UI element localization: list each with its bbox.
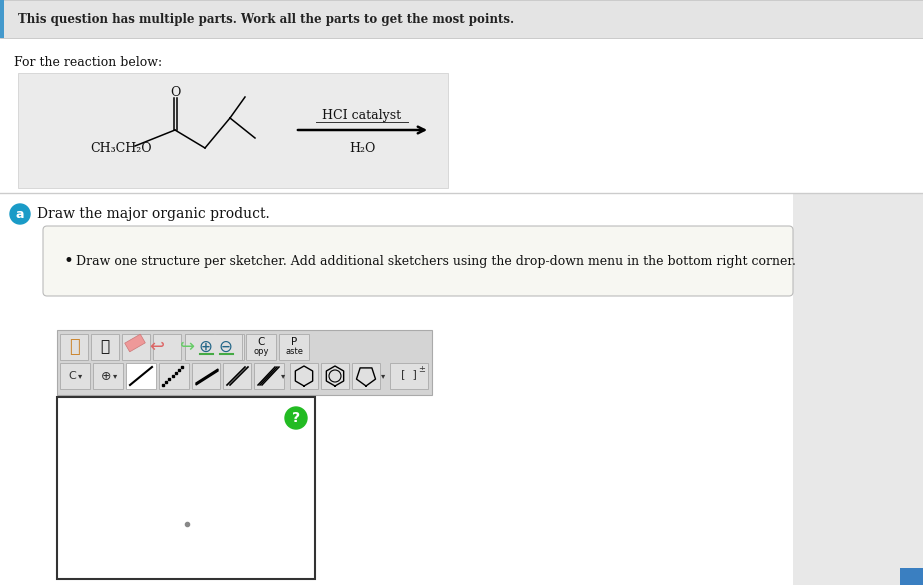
Bar bbox=[60, 363, 90, 389]
Bar bbox=[185, 334, 242, 360]
Text: aste: aste bbox=[285, 347, 303, 356]
Text: P: P bbox=[291, 337, 297, 347]
Bar bbox=[352, 363, 380, 389]
Polygon shape bbox=[196, 369, 218, 385]
Text: ?: ? bbox=[292, 411, 300, 425]
Text: ↪: ↪ bbox=[180, 338, 196, 356]
Bar bbox=[216, 334, 244, 360]
Text: Draw the major organic product.: Draw the major organic product. bbox=[37, 207, 270, 221]
Text: •: • bbox=[64, 252, 74, 270]
Text: For the reaction below:: For the reaction below: bbox=[14, 56, 162, 68]
Text: ✋: ✋ bbox=[68, 338, 79, 356]
Text: ▾: ▾ bbox=[381, 371, 385, 380]
Bar bbox=[57, 330, 432, 395]
Bar bbox=[321, 363, 349, 389]
Text: ⊕: ⊕ bbox=[198, 338, 212, 356]
Text: ↩: ↩ bbox=[150, 338, 164, 356]
Text: ±: ± bbox=[418, 364, 426, 373]
Text: a: a bbox=[16, 208, 24, 221]
Text: Draw one structure per sketcher. Add additional sketchers using the drop-down me: Draw one structure per sketcher. Add add… bbox=[76, 254, 796, 267]
Bar bbox=[91, 334, 119, 360]
Bar bbox=[793, 193, 923, 585]
Text: CH₃CH₂O: CH₃CH₂O bbox=[90, 142, 151, 154]
Bar bbox=[185, 334, 213, 360]
Circle shape bbox=[10, 204, 30, 224]
Text: opy: opy bbox=[253, 347, 269, 356]
Text: This question has multiple parts. Work all the parts to get the most points.: This question has multiple parts. Work a… bbox=[18, 12, 514, 26]
Bar bbox=[126, 363, 156, 389]
Text: ⊕: ⊕ bbox=[101, 370, 112, 383]
Text: ▾: ▾ bbox=[281, 371, 285, 380]
Bar bbox=[159, 363, 189, 389]
Text: ▾: ▾ bbox=[78, 371, 82, 380]
Bar bbox=[60, 334, 88, 360]
Text: [  ]: [ ] bbox=[402, 369, 417, 379]
Bar bbox=[223, 363, 251, 389]
Text: HCI catalyst: HCI catalyst bbox=[322, 109, 402, 122]
Bar bbox=[192, 363, 220, 389]
FancyBboxPatch shape bbox=[43, 226, 793, 296]
Bar bbox=[279, 334, 309, 360]
Text: ▾: ▾ bbox=[113, 371, 117, 380]
Bar bbox=[18, 73, 448, 188]
Bar bbox=[290, 363, 318, 389]
Bar bbox=[57, 397, 315, 579]
Bar bbox=[390, 363, 428, 389]
Text: C: C bbox=[258, 337, 265, 347]
Bar bbox=[246, 334, 276, 360]
Text: C: C bbox=[68, 371, 76, 381]
Bar bbox=[254, 363, 284, 389]
Bar bbox=[125, 334, 145, 352]
Bar bbox=[900, 568, 923, 585]
Text: H₂O: H₂O bbox=[349, 142, 375, 154]
Bar bbox=[122, 334, 150, 360]
Bar bbox=[153, 334, 181, 360]
Bar bbox=[0, 0, 923, 38]
Bar bbox=[93, 363, 123, 389]
Text: O: O bbox=[170, 85, 180, 98]
Bar bbox=[0, 0, 4, 38]
Circle shape bbox=[285, 407, 307, 429]
Text: ⊖: ⊖ bbox=[218, 338, 232, 356]
Text: 🧴: 🧴 bbox=[101, 339, 110, 355]
